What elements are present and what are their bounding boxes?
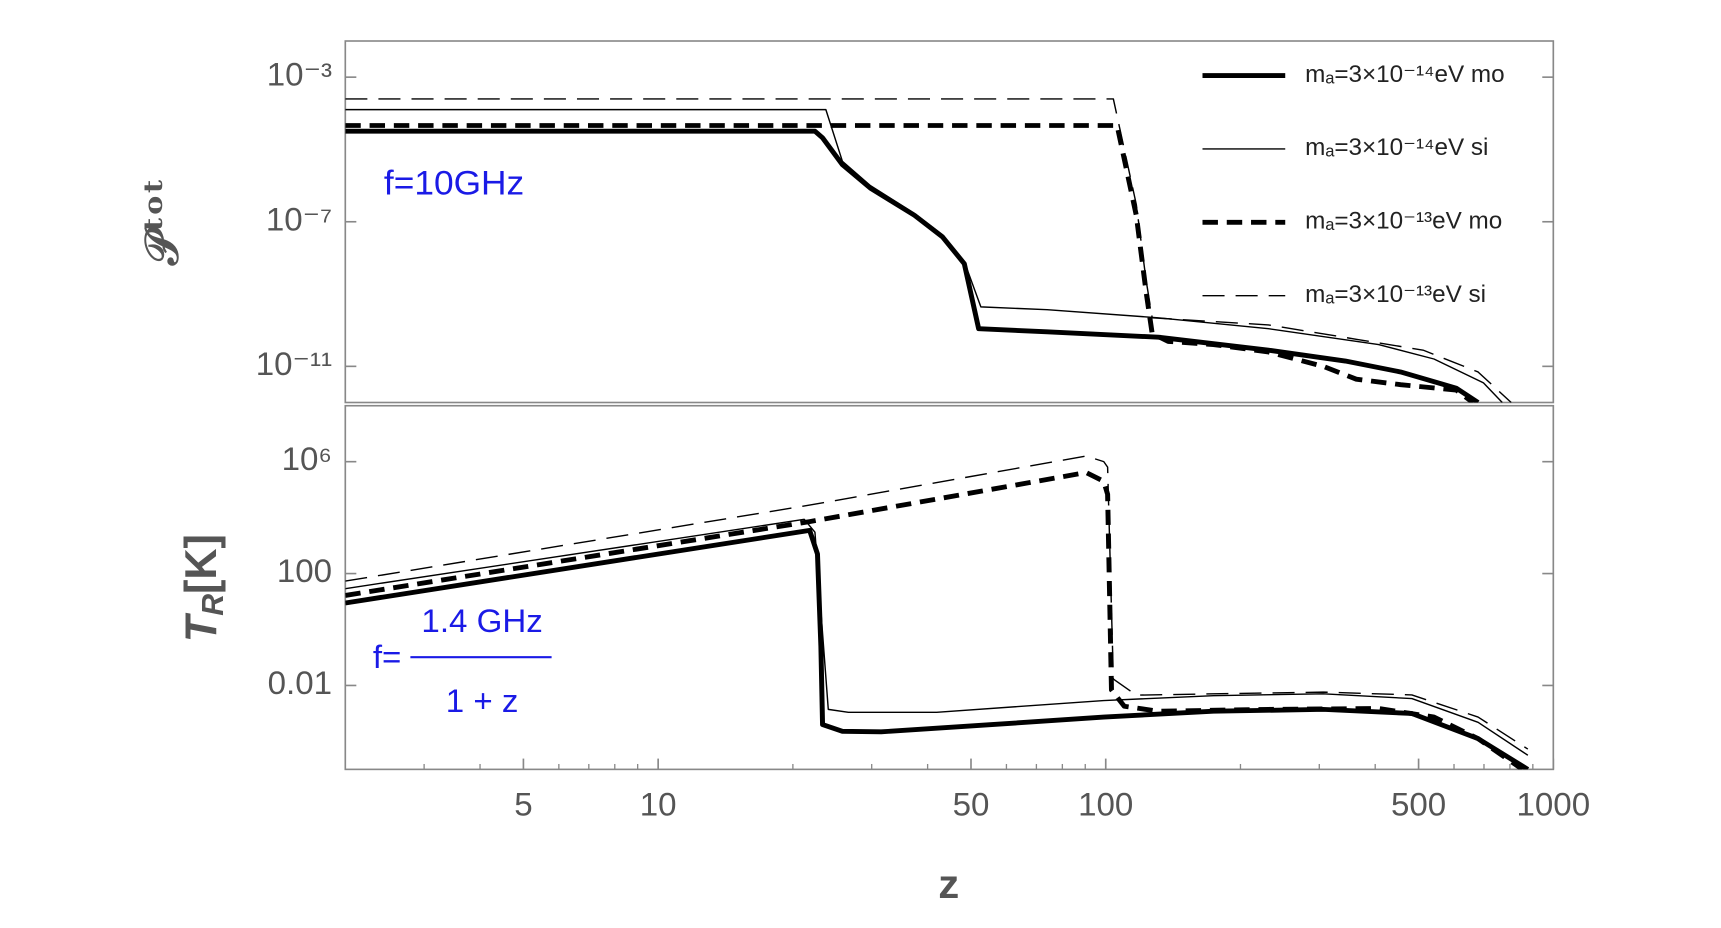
series-line (345, 128, 1480, 403)
x-tick-label: 50 (953, 786, 990, 823)
series-line (345, 455, 1529, 750)
series-line (345, 98, 1512, 403)
y-tick-label: 10⁻³ (267, 56, 332, 93)
y-label-unit: [K] (176, 534, 226, 594)
y-tick-label: 10⁻¹¹ (256, 345, 332, 382)
annotation-numerator: 1.4 GHz (421, 603, 542, 640)
y-label-subscript: R (196, 594, 230, 616)
x-tick-label: 500 (1391, 786, 1446, 823)
annotation-prefix: f= (373, 638, 402, 675)
x-axis-label: z (938, 860, 959, 906)
x-tick-label: 1000 (1517, 786, 1591, 823)
bottom-panel-frame (344, 404, 1555, 771)
y-axis-label: 𝒫ᵗᵒᵗ (134, 177, 189, 265)
y-label-main: T (176, 612, 226, 642)
series-line (345, 123, 1475, 403)
plot-area (345, 455, 1530, 770)
legend-label: mₐ=3×10⁻¹⁴eV si (1305, 134, 1488, 161)
x-tick-label: 10 (640, 786, 677, 823)
plot-area (345, 98, 1512, 403)
series-line (345, 470, 1524, 770)
legend-label: mₐ=3×10⁻¹⁴eV mo (1305, 61, 1505, 88)
x-tick-label: 5 (514, 786, 532, 823)
x-tick-label: 100 (1078, 786, 1133, 823)
y-tick-label: 0.01 (268, 664, 332, 701)
annotation: f=10GHz (384, 164, 524, 203)
y-tick-label: 100 (277, 552, 332, 589)
y-tick-label: 10⁻⁷ (266, 201, 332, 238)
series-line (345, 108, 1503, 403)
annotation-fraction: f= 1.4 GHz 1 + z (373, 603, 552, 719)
series-line (345, 518, 1529, 756)
legend-label: mₐ=3×10⁻¹³eV mo (1305, 208, 1502, 235)
annotation-denominator: 1 + z (446, 682, 519, 719)
legend-label: mₐ=3×10⁻¹³eV si (1305, 281, 1486, 308)
y-tick-label: 10⁶ (282, 441, 332, 478)
y-axis-label: TR[K] (176, 534, 230, 642)
